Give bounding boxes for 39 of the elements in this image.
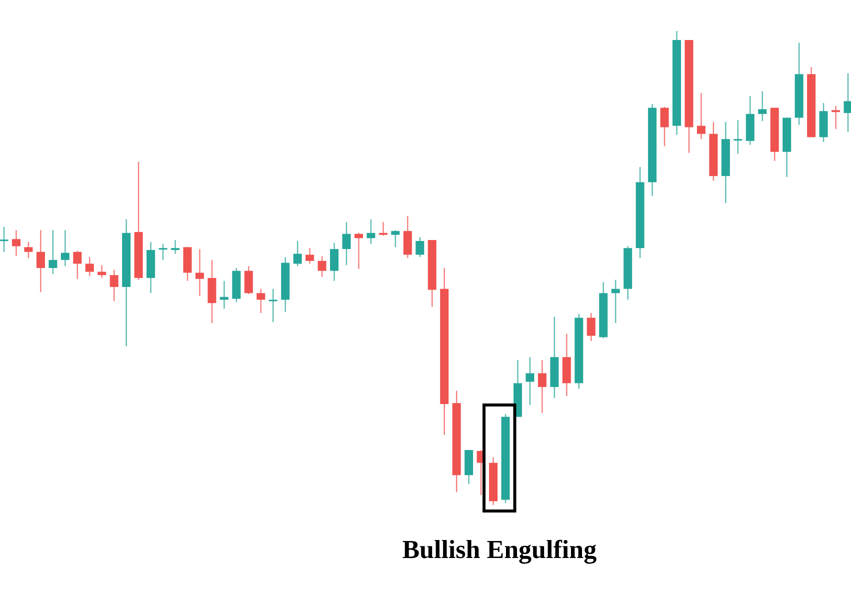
candlestick — [416, 236, 424, 258]
candlestick — [293, 240, 302, 267]
candlestick — [734, 120, 742, 154]
candlestick — [586, 312, 596, 342]
candlestick — [256, 288, 266, 314]
candlestick — [48, 229, 58, 275]
candlestick — [306, 247, 314, 264]
candlestick — [110, 269, 118, 302]
candlestick — [538, 359, 546, 414]
candlestick — [244, 266, 253, 295]
candlestick — [342, 221, 351, 266]
candlestick — [24, 241, 33, 259]
candlestick — [611, 279, 620, 324]
candlestick — [660, 106, 669, 147]
candlestick — [378, 221, 388, 236]
candlestick — [268, 288, 278, 323]
candlestick — [354, 232, 363, 270]
candlestick — [98, 264, 106, 279]
candlestick — [832, 105, 840, 130]
candlestick — [60, 229, 70, 267]
candlestick — [0, 226, 8, 252]
candlestick — [366, 218, 376, 244]
candlestick — [195, 248, 204, 297]
candlestick — [220, 280, 228, 310]
candlestick — [85, 256, 94, 277]
candlestick — [330, 242, 339, 282]
candlestick — [696, 92, 706, 140]
candlestick — [526, 356, 534, 406]
candlestick — [170, 239, 180, 254]
candlestick — [844, 72, 851, 133]
candlestick — [12, 229, 20, 257]
candlestick — [36, 229, 45, 293]
candlestick — [318, 256, 326, 278]
candlestick — [403, 215, 412, 259]
candlestick — [158, 243, 168, 261]
candlestick — [391, 229, 400, 248]
candlestick — [73, 250, 82, 280]
text: Bullish Engulfing — [402, 535, 597, 564]
candlestick — [758, 90, 767, 122]
